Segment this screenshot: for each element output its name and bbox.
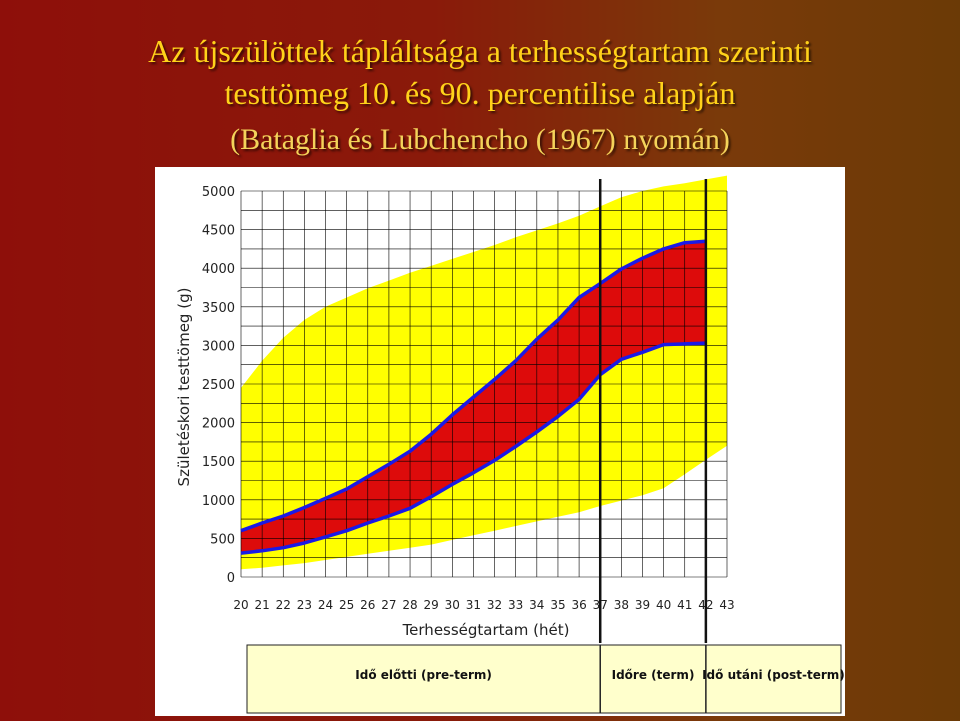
x-tick-label: 42 (698, 598, 713, 612)
x-tick-label: 28 (402, 598, 417, 612)
y-tick-label: 500 (210, 532, 235, 547)
y-tick-label: 4000 (202, 262, 235, 277)
y-axis-label: Születéskori testtömeg (g) (175, 288, 193, 487)
y-tick-label: 3500 (202, 301, 235, 316)
category-label: Idő előtti (pre-term) (355, 668, 492, 682)
y-tick-label: 0 (227, 571, 235, 586)
slide-title-line1: Az újszülöttek tápláltsága a terhességta… (148, 33, 812, 69)
x-tick-label: 43 (719, 598, 734, 612)
x-tick-label: 24 (318, 598, 333, 612)
x-tick-label: 38 (614, 598, 629, 612)
chart-panel: 0 500 1000 1500 2000 2500 3000 3500 4000 4500 5000… (155, 167, 845, 716)
x-tick-label: 25 (339, 598, 354, 612)
category-row (246, 644, 842, 714)
percentile-line-p10 (240, 341, 706, 555)
slide-title-line2: testtömeg 10. és 90. percentilise alapjá… (224, 75, 736, 111)
x-tick-label: 37 (593, 598, 608, 612)
x-tick-label: 35 (550, 598, 565, 612)
x-tick-label: 30 (445, 598, 460, 612)
x-tick-label: 20 (233, 598, 248, 612)
x-tick-label: 36 (571, 598, 586, 612)
x-tick-label: 29 (424, 598, 439, 612)
y-tick-label: 2000 (202, 417, 235, 432)
y-tick-label: 2500 (202, 378, 235, 393)
x-tick-label: 39 (635, 598, 650, 612)
y-tick-label: 3000 (202, 339, 235, 354)
x-tick-label: 22 (276, 598, 291, 612)
category-label: Idő utáni (post-term) (702, 668, 845, 682)
x-tick-label: 32 (487, 598, 502, 612)
y-tick-label: 1000 (202, 494, 235, 509)
x-tick-label: 26 (360, 598, 375, 612)
x-axis-label: Terhességtartam (hét) (402, 621, 570, 639)
x-tick-label: 33 (508, 598, 523, 612)
x-tick-label: 21 (254, 598, 269, 612)
category-label: Időre (term) (612, 668, 695, 682)
y-tick-label: 5000 (202, 185, 235, 200)
y-tick-label: 4500 (202, 224, 235, 239)
slide-subtitle: (Bataglia és Lubchencho (1967) nyomán) (230, 123, 730, 156)
x-tick-label: 34 (529, 598, 544, 612)
chart-svg: 0 500 1000 1500 2000 2500 3000 3500 4000 4500 5000… (175, 175, 845, 714)
x-tick-label: 41 (677, 598, 692, 612)
y-tick-label: 1500 (202, 455, 235, 470)
percentile-line-p90 (240, 239, 707, 533)
x-tick-label: 23 (297, 598, 312, 612)
slide-title-block: Az újszülöttek tápláltsága a terhességta… (0, 30, 960, 160)
outer-band-area (241, 175, 727, 570)
x-tick-label: 40 (656, 598, 671, 612)
x-tick-label: 31 (466, 598, 481, 612)
x-tick-label: 27 (381, 598, 396, 612)
